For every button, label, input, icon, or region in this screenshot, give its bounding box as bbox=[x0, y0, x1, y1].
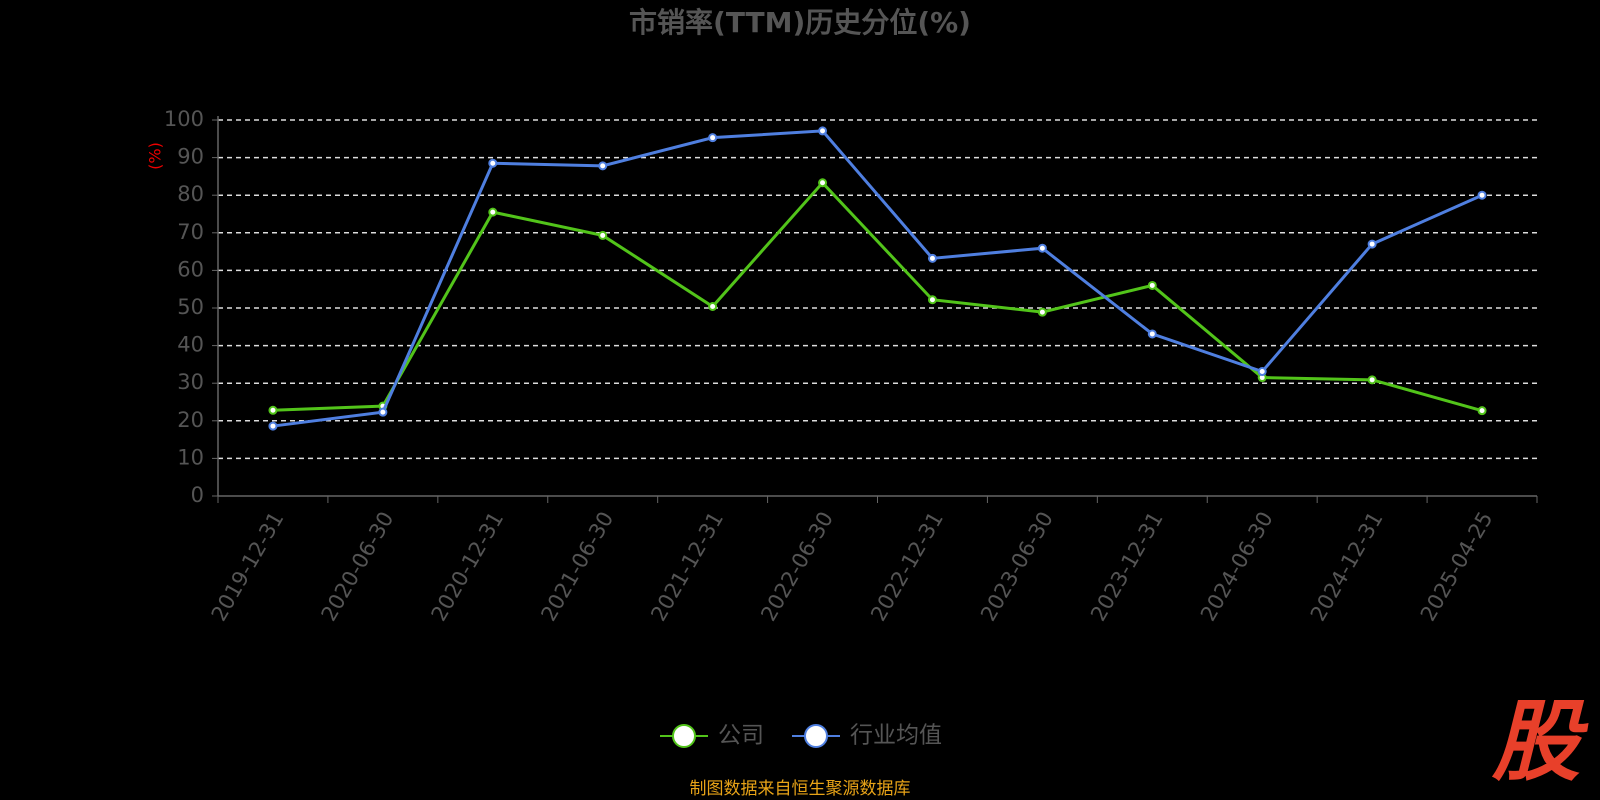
data-point bbox=[1147, 280, 1157, 290]
y-tick-label: 60 bbox=[177, 257, 204, 281]
y-tick-label: 0 bbox=[191, 483, 204, 507]
y-tick-label: 40 bbox=[177, 333, 204, 357]
data-point bbox=[1037, 307, 1047, 317]
data-point bbox=[1037, 243, 1047, 253]
legend-label[interactable]: 行业均值 bbox=[850, 723, 942, 749]
series-line bbox=[272, 129, 1483, 428]
data-point bbox=[927, 295, 937, 305]
data-point bbox=[488, 207, 498, 217]
legend-label[interactable]: 公司 bbox=[718, 723, 764, 749]
data-point bbox=[1147, 329, 1157, 339]
data-point bbox=[708, 133, 718, 143]
data-point bbox=[818, 126, 828, 136]
data-point bbox=[268, 405, 278, 415]
y-tick-label: 70 bbox=[177, 220, 204, 244]
y-tick-label: 30 bbox=[177, 370, 204, 394]
data-point bbox=[1477, 190, 1487, 200]
data-point bbox=[268, 421, 278, 431]
data-point bbox=[927, 253, 937, 263]
data-point bbox=[1367, 239, 1377, 249]
y-tick-label: 80 bbox=[177, 182, 204, 206]
y-tick-label: 90 bbox=[177, 145, 204, 169]
legend-marker[interactable] bbox=[672, 724, 696, 748]
data-point bbox=[1367, 375, 1377, 385]
data-point bbox=[598, 161, 608, 171]
data-point bbox=[378, 407, 388, 417]
legend-marker[interactable] bbox=[804, 724, 828, 748]
y-tick-label: 10 bbox=[177, 445, 204, 469]
y-axis-label: (%) bbox=[146, 142, 165, 170]
watermark-logo: 股 bbox=[1491, 690, 1589, 793]
data-point bbox=[598, 230, 608, 240]
y-tick-label: 50 bbox=[177, 295, 204, 319]
source-note: 制图数据来自恒生聚源数据库 bbox=[690, 779, 911, 799]
y-tick-label: 20 bbox=[177, 408, 204, 432]
series-line bbox=[272, 180, 1483, 413]
data-point bbox=[1257, 367, 1267, 377]
data-point bbox=[1477, 406, 1487, 416]
data-point bbox=[818, 178, 828, 188]
data-point bbox=[488, 158, 498, 168]
data-point bbox=[708, 301, 718, 311]
chart-title: 市销率(TTM)历史分位(%) bbox=[629, 6, 971, 39]
y-tick-label: 100 bbox=[164, 107, 204, 131]
